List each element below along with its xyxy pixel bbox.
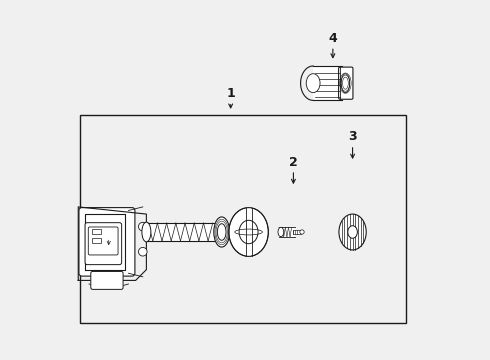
Text: 1: 1	[226, 87, 235, 100]
Ellipse shape	[214, 217, 230, 247]
FancyBboxPatch shape	[79, 208, 135, 276]
Bar	[313, 66, 342, 100]
Bar	[92, 238, 101, 243]
Ellipse shape	[300, 230, 304, 234]
Ellipse shape	[348, 226, 357, 238]
Circle shape	[139, 222, 147, 231]
Text: 2: 2	[289, 156, 298, 168]
Bar	[279, 227, 295, 237]
Bar	[293, 230, 300, 234]
Ellipse shape	[341, 74, 350, 93]
FancyBboxPatch shape	[339, 67, 353, 99]
Ellipse shape	[142, 222, 151, 242]
Ellipse shape	[306, 74, 320, 93]
Text: 3: 3	[348, 130, 357, 144]
Ellipse shape	[218, 224, 226, 240]
Ellipse shape	[339, 214, 366, 250]
FancyBboxPatch shape	[91, 271, 123, 289]
Bar	[147, 223, 215, 241]
Ellipse shape	[229, 208, 269, 256]
Bar	[92, 229, 101, 234]
Circle shape	[139, 247, 147, 256]
Ellipse shape	[278, 227, 284, 237]
FancyBboxPatch shape	[88, 227, 118, 255]
Bar	[80, 116, 406, 323]
Text: 4: 4	[328, 32, 337, 45]
FancyBboxPatch shape	[85, 223, 122, 265]
Ellipse shape	[239, 220, 258, 244]
